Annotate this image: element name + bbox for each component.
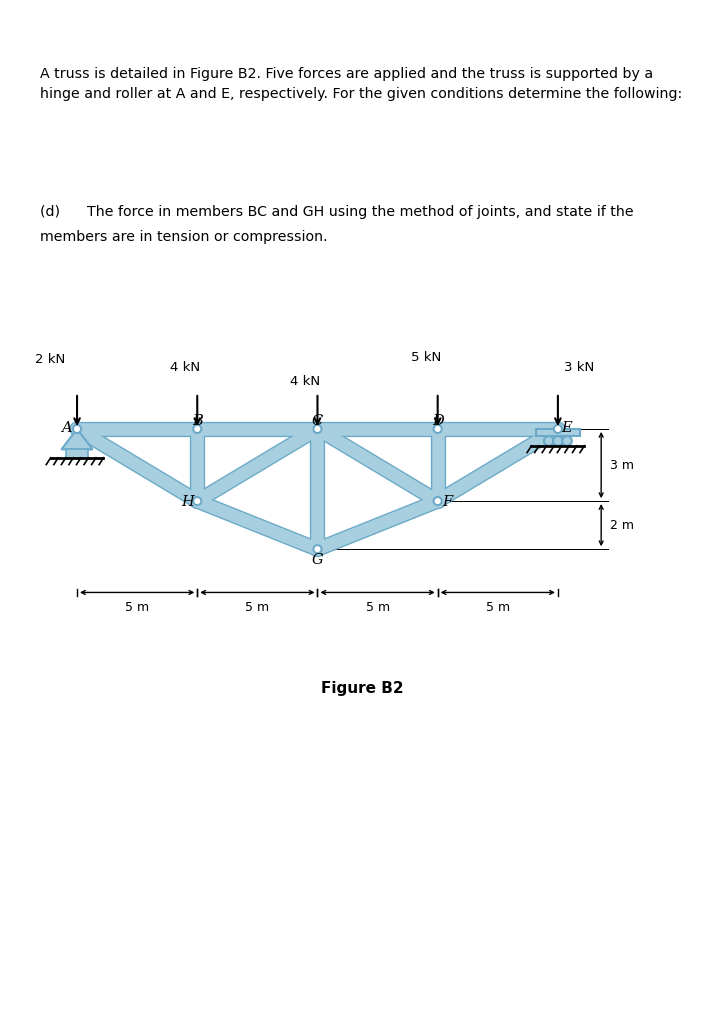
Text: 3 kN: 3 kN <box>565 360 594 374</box>
Polygon shape <box>66 450 88 458</box>
Text: A truss is detailed in Figure B2. Five forces are applied and the truss is suppo: A truss is detailed in Figure B2. Five f… <box>40 67 682 101</box>
Circle shape <box>434 497 442 505</box>
Text: E: E <box>562 421 573 435</box>
Text: 2 kN: 2 kN <box>35 353 66 367</box>
Circle shape <box>553 436 563 445</box>
Text: 5 m: 5 m <box>245 601 269 613</box>
Text: B: B <box>192 415 203 428</box>
Text: 5 kN: 5 kN <box>411 351 441 365</box>
Text: A: A <box>61 421 72 435</box>
Circle shape <box>554 425 562 433</box>
Circle shape <box>434 425 442 433</box>
Text: 2 m: 2 m <box>610 518 634 531</box>
Circle shape <box>313 545 321 553</box>
Text: members are in tension or compression.: members are in tension or compression. <box>40 230 327 245</box>
Text: G: G <box>311 553 324 567</box>
Text: D: D <box>432 415 444 428</box>
Circle shape <box>544 436 554 445</box>
Polygon shape <box>62 429 93 450</box>
Polygon shape <box>536 429 579 436</box>
Circle shape <box>563 436 572 445</box>
Text: 5 m: 5 m <box>125 601 149 613</box>
Circle shape <box>313 425 321 433</box>
Text: 4 kN: 4 kN <box>170 360 201 374</box>
Text: Figure B2: Figure B2 <box>321 681 403 696</box>
Text: F: F <box>442 496 452 509</box>
Circle shape <box>73 425 81 433</box>
Circle shape <box>193 497 201 505</box>
Text: 5 m: 5 m <box>486 601 510 613</box>
Text: C: C <box>312 415 323 428</box>
Text: H: H <box>181 496 193 509</box>
Text: 4 kN: 4 kN <box>290 375 321 388</box>
Text: 3 m: 3 m <box>610 459 634 471</box>
Text: (d)      The force in members BC and GH using the method of joints, and state if: (d) The force in members BC and GH using… <box>40 205 634 219</box>
Text: 5 m: 5 m <box>366 601 390 613</box>
Circle shape <box>193 425 201 433</box>
